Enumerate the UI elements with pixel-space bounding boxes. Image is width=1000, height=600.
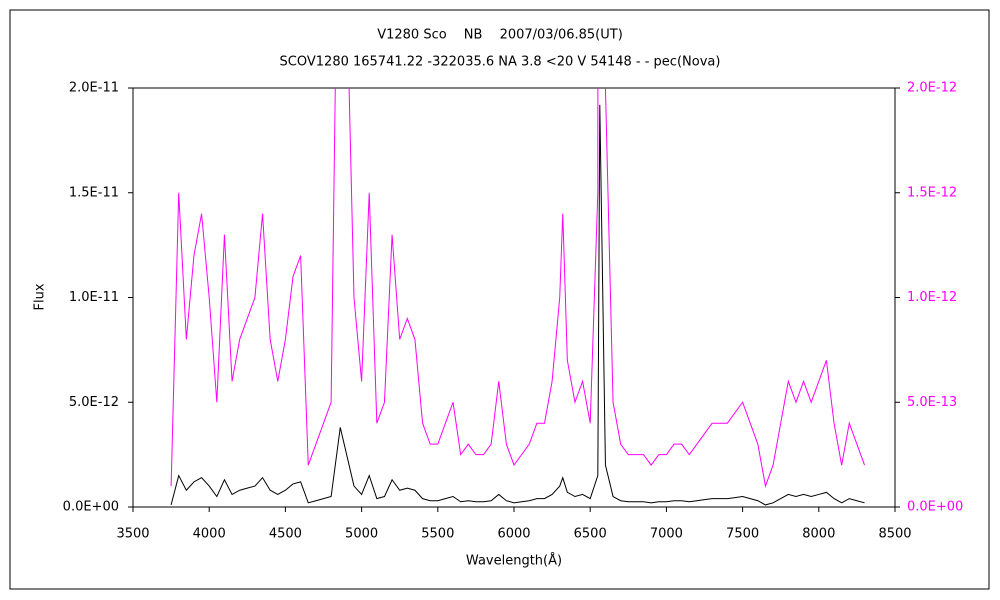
y-tick-label: 0.0E+00 — [63, 500, 119, 515]
x-tick-label: 6000 — [497, 527, 530, 542]
spectrum-line — [170, 88, 865, 488]
x-tick-label: 6500 — [574, 527, 607, 542]
y2-tick-label: 0.0E+00 — [907, 500, 963, 515]
x-tick-label: 5500 — [421, 527, 454, 542]
y2-tick-label: 2.0E-12 — [907, 81, 957, 96]
x-axis-label: Wavelength(Å) — [466, 553, 562, 569]
x-tick-label: 4500 — [269, 527, 302, 542]
x-tick-label: 8000 — [802, 527, 835, 542]
chart-title: V1280 Sco NB 2007/03/06.85(UT) — [377, 28, 623, 43]
y-tick-label: 2.0E-11 — [69, 81, 119, 96]
spectrum-line — [170, 104, 865, 506]
x-tick-label: 7000 — [650, 527, 683, 542]
x-tick-label: 4000 — [193, 527, 226, 542]
x-tick-label: 5000 — [345, 527, 378, 542]
y-tick-label: 1.5E-11 — [69, 185, 119, 200]
y2-tick-label: 1.0E-12 — [907, 290, 957, 305]
x-tick-label: 3500 — [116, 527, 149, 542]
y2-tick-label: 5.0E-13 — [907, 395, 957, 410]
y-tick-label: 5.0E-12 — [69, 395, 119, 410]
x-tick-label: 8500 — [878, 527, 911, 542]
y2-tick-label: 1.5E-12 — [907, 185, 957, 200]
x-tick-label: 7500 — [726, 527, 759, 542]
chart-subtitle: SCOV1280 165741.22 -322035.6 NA 3.8 <20 … — [280, 55, 721, 70]
y-axis-label: Flux — [33, 283, 48, 310]
y-tick-label: 1.0E-11 — [69, 290, 119, 305]
